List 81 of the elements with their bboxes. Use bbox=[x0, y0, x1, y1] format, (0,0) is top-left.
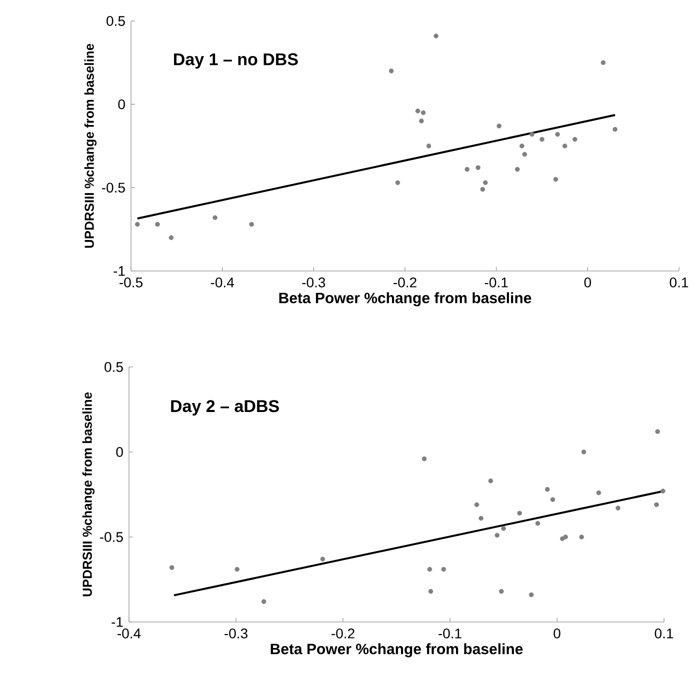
point bbox=[212, 215, 218, 220]
point bbox=[553, 176, 558, 182]
point bbox=[476, 165, 480, 170]
x-tick-label: -0.2 bbox=[394, 277, 416, 288]
point bbox=[426, 144, 432, 148]
point bbox=[660, 488, 666, 494]
point bbox=[654, 502, 659, 508]
point bbox=[517, 510, 522, 516]
point bbox=[581, 450, 586, 454]
point bbox=[420, 110, 426, 116]
point bbox=[496, 124, 502, 128]
x-tick-label: 0.1 bbox=[654, 628, 674, 638]
y-tick-label: -1 bbox=[114, 266, 125, 276]
point bbox=[415, 108, 420, 114]
point bbox=[520, 144, 524, 148]
point bbox=[478, 516, 484, 521]
point bbox=[514, 166, 520, 172]
y-tick-label: -0.5 bbox=[100, 532, 123, 542]
point bbox=[494, 532, 500, 538]
point bbox=[501, 526, 506, 531]
point bbox=[488, 478, 494, 484]
y-tick-label: 0 bbox=[118, 99, 125, 110]
x-tick-label: -0.1 bbox=[438, 628, 462, 638]
x-tick-label: 0 bbox=[554, 628, 560, 638]
point bbox=[261, 599, 266, 604]
point bbox=[155, 222, 160, 227]
x-axis-title: Beta Power %change from baseline bbox=[279, 292, 532, 306]
point bbox=[550, 497, 556, 502]
text: Day 2 – aDBS bbox=[171, 400, 279, 416]
point bbox=[530, 132, 534, 137]
point bbox=[535, 520, 540, 526]
point bbox=[482, 180, 488, 186]
point bbox=[555, 132, 560, 137]
point bbox=[522, 152, 528, 157]
point bbox=[612, 126, 618, 132]
point bbox=[572, 136, 578, 142]
point bbox=[596, 490, 602, 496]
x-tick-label: -0.4 bbox=[118, 628, 141, 638]
x-tick-label: -0.3 bbox=[302, 277, 326, 288]
point bbox=[234, 566, 240, 572]
point bbox=[428, 588, 434, 594]
point bbox=[320, 556, 326, 562]
x-tick-label: -0.4 bbox=[210, 277, 234, 288]
point bbox=[474, 502, 480, 508]
y-tick-label: 0 bbox=[116, 447, 123, 457]
point bbox=[168, 235, 174, 240]
point bbox=[422, 456, 427, 462]
point bbox=[135, 222, 140, 227]
y-axis-title: UPDRSIII %change from baseline bbox=[84, 44, 97, 248]
text: Day 1 – no DBS bbox=[174, 53, 298, 69]
point bbox=[562, 144, 568, 148]
point bbox=[480, 186, 486, 192]
x-tick-label: 0 bbox=[584, 277, 592, 288]
point bbox=[528, 592, 534, 598]
point bbox=[169, 565, 174, 570]
y-tick-label: 0.5 bbox=[104, 362, 123, 372]
point bbox=[441, 566, 446, 572]
point bbox=[579, 534, 584, 540]
point bbox=[419, 118, 424, 124]
point bbox=[395, 180, 400, 186]
x-axis-title: Beta Power %change from baseline bbox=[270, 643, 523, 658]
x-tick-label: 0.1 bbox=[670, 277, 688, 288]
x-tick-label: -0.1 bbox=[484, 277, 508, 288]
point bbox=[544, 486, 550, 492]
point bbox=[563, 534, 568, 540]
point bbox=[498, 588, 504, 594]
y-tick-label: -0.5 bbox=[102, 182, 125, 193]
point bbox=[616, 506, 620, 510]
point bbox=[427, 566, 432, 572]
y-tick-label: -1 bbox=[112, 617, 123, 627]
point bbox=[464, 166, 470, 172]
point bbox=[655, 429, 660, 434]
point bbox=[540, 136, 544, 142]
y-tick-label: 0.5 bbox=[106, 16, 125, 26]
point bbox=[388, 68, 394, 74]
point bbox=[249, 222, 254, 227]
y-axis-title: UPDRSIII %change from baseline bbox=[82, 392, 95, 596]
x-tick-label: -0.3 bbox=[224, 628, 248, 638]
point bbox=[434, 34, 438, 38]
x-tick-label: -0.2 bbox=[332, 628, 354, 638]
point bbox=[600, 60, 606, 66]
